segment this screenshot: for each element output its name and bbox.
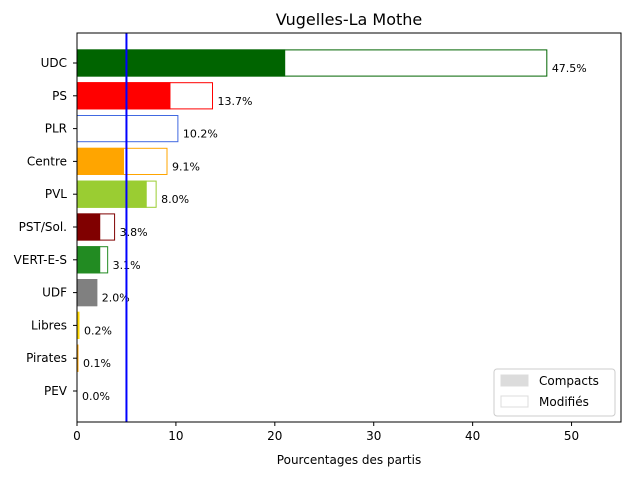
y-tick-label: UDC	[41, 56, 67, 70]
value-label: 2.0%	[102, 292, 130, 305]
value-label: 9.1%	[172, 160, 200, 173]
legend-label: Modifiés	[539, 395, 589, 409]
y-tick-label: PST/Sol.	[19, 220, 67, 234]
y-tick-label: PS	[52, 89, 67, 103]
plot-frame	[76, 32, 622, 423]
y-tick-label: Centre	[27, 154, 67, 168]
legend-label: Compacts	[539, 374, 599, 388]
value-label: 0.1%	[83, 357, 111, 370]
bar-compacts	[76, 213, 101, 241]
bar-compacts	[76, 180, 147, 208]
value-label: 8.0%	[161, 193, 189, 206]
bar-compacts	[76, 246, 101, 274]
y-tick-label: PVL	[45, 187, 67, 201]
legend-swatch-modifies	[500, 395, 529, 408]
y-tick-label: Pirates	[26, 351, 67, 365]
value-label: 0.2%	[84, 324, 112, 337]
value-label: 47.5%	[552, 62, 587, 75]
legend-swatch-compacts	[500, 374, 529, 387]
value-label: 0.0%	[82, 390, 110, 403]
x-tick-label: 50	[564, 429, 579, 443]
chart-title: Vugelles-La Mothe	[276, 10, 423, 29]
x-tick-label: 20	[267, 429, 282, 443]
y-tick-label: UDF	[42, 286, 67, 300]
y-tick-label: VERT-E-S	[14, 253, 67, 267]
bar-compacts	[76, 147, 124, 176]
y-tick-label: PLR	[45, 122, 67, 136]
x-axis-label: Pourcentages des partis	[277, 453, 421, 467]
bar-compacts	[76, 82, 171, 110]
x-tick-label: 0	[73, 429, 81, 443]
bar-compacts	[76, 279, 98, 307]
value-label: 10.2%	[183, 128, 218, 141]
value-label: 3.8%	[120, 226, 148, 239]
legend: Compacts Modifiés	[493, 368, 616, 417]
bar-compacts	[76, 49, 286, 77]
value-label: 13.7%	[218, 95, 253, 108]
x-tick-label: 30	[366, 429, 381, 443]
y-tick-label: Libres	[31, 318, 67, 332]
y-tick-label: PEV	[44, 384, 68, 398]
x-tick-label: 10	[168, 429, 183, 443]
x-tick-label: 40	[465, 429, 480, 443]
